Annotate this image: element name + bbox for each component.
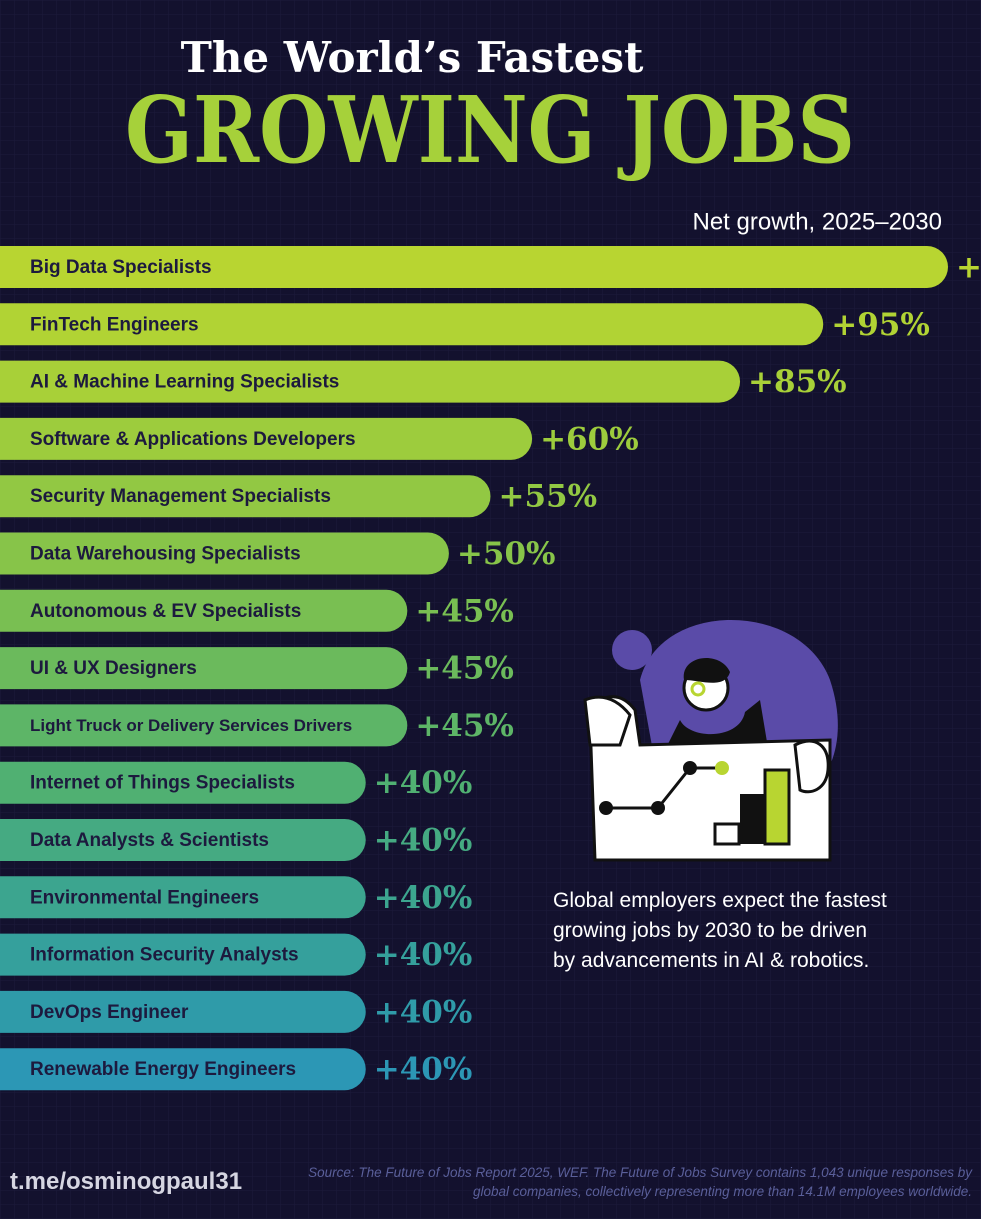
- axis-label: Net growth, 2025–2030: [692, 208, 942, 235]
- category-label: Information Security Analysts: [30, 945, 299, 966]
- bar: [0, 704, 408, 747]
- category-label: Data Warehousing Specialists: [30, 544, 301, 565]
- category-label: Autonomous & EV Specialists: [30, 601, 301, 622]
- category-label: Security Management Specialists: [30, 486, 331, 507]
- value-label: +95%: [831, 307, 930, 343]
- category-label: Data Analysts & Scientists: [30, 830, 269, 851]
- category-label: Environmental Engineers: [30, 887, 259, 908]
- category-label: Renewable Energy Engineers: [30, 1059, 296, 1080]
- bar: [0, 475, 491, 518]
- category-label: Internet of Things Specialists: [30, 773, 295, 794]
- bar: [0, 303, 824, 346]
- bar: [0, 990, 366, 1033]
- bar: [0, 876, 366, 919]
- value-label: +85%: [748, 364, 847, 400]
- bar: [0, 819, 366, 861]
- bar: [0, 246, 948, 288]
- bar: [0, 933, 366, 976]
- value-label: +55%: [499, 479, 598, 515]
- category-label: UI & UX Designers: [30, 658, 197, 679]
- bar: [0, 417, 533, 460]
- value-label: +60%: [540, 421, 639, 457]
- bar: [0, 589, 408, 632]
- chart-title: The World’s Fastest: [181, 33, 644, 82]
- value-label: +110%: [956, 250, 981, 286]
- value-label: +40%: [374, 937, 473, 973]
- bar: [0, 532, 449, 575]
- value-label: +45%: [415, 651, 514, 687]
- category-label: AI & Machine Learning Specialists: [30, 372, 339, 393]
- bar: [0, 360, 741, 403]
- value-label: +40%: [374, 880, 473, 916]
- value-label: +40%: [374, 994, 473, 1030]
- category-label: Software & Applications Developers: [30, 429, 356, 450]
- chart-title-main: GROWING JOBS: [125, 76, 855, 184]
- watermark: t.me/osminogpaul31: [10, 1168, 243, 1195]
- value-label: +50%: [457, 536, 556, 572]
- bar: [0, 761, 366, 804]
- category-label: DevOps Engineer: [30, 1002, 189, 1023]
- source: Source: The Future of Jobs Report 2025, …: [308, 1165, 972, 1199]
- bar: [0, 647, 408, 690]
- category-label: Big Data Specialists: [30, 257, 212, 278]
- annotation: Global employers expect the fastest grow…: [553, 889, 887, 972]
- bar: [0, 1048, 366, 1091]
- category-label: Light Truck or Delivery Services Drivers: [30, 716, 352, 735]
- value-label: +40%: [374, 823, 473, 859]
- value-label: +45%: [415, 708, 514, 744]
- illustration: [583, 620, 838, 862]
- value-label: +45%: [415, 593, 514, 629]
- category-label: FinTech Engineers: [30, 314, 199, 335]
- value-label: +40%: [374, 765, 473, 801]
- value-label: +40%: [374, 1052, 473, 1088]
